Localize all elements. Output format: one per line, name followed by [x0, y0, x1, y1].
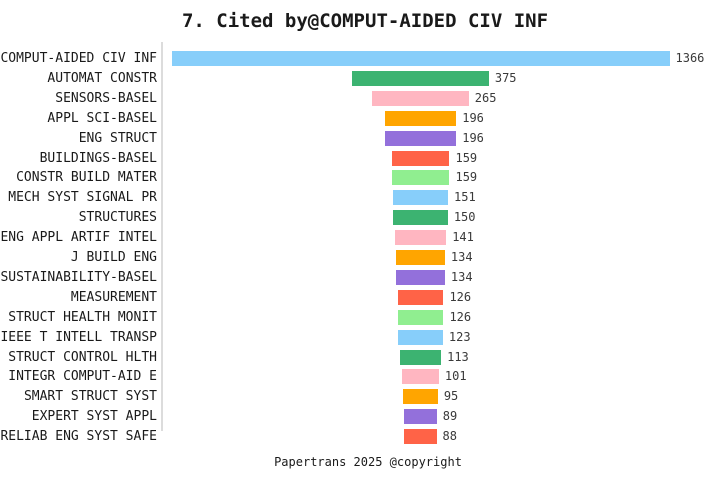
bar: [404, 409, 437, 425]
value-label: 126: [449, 309, 472, 324]
category-label: BUILDINGS-BASEL: [39, 150, 157, 166]
bar: [352, 70, 489, 86]
value-label: 159: [455, 170, 478, 185]
bar: [399, 349, 442, 365]
bar: [397, 309, 444, 325]
category-label: EXPERT SYST APPL: [31, 409, 157, 425]
category-label: STRUCT HEALTH MONIT: [8, 309, 157, 325]
bar: [398, 329, 443, 345]
bar: [397, 289, 444, 305]
bar: [391, 150, 450, 166]
category-label: MECH SYST SIGNAL PR: [8, 190, 157, 206]
category-label: MEASUREMENT: [70, 289, 157, 305]
category-label: STRUCTURES: [78, 210, 157, 226]
category-label: STRUCT CONTROL HLTH: [8, 349, 157, 365]
chart-title: 7. Cited by@COMPUT-AIDED CIV INF: [181, 10, 549, 32]
category-label: J BUILD ENG: [70, 250, 157, 265]
bar: [392, 190, 449, 206]
bar: [384, 130, 457, 146]
value-label: 126: [449, 289, 472, 304]
value-label: 88: [442, 429, 457, 444]
bar: [404, 429, 437, 445]
value-label: 134: [450, 269, 473, 284]
bar: [394, 230, 447, 246]
copyright-footer: Papertrans 2025 @copyright: [274, 455, 462, 469]
value-label: 196: [462, 130, 484, 145]
value-label: 123: [448, 329, 471, 344]
bar: [391, 170, 450, 186]
value-label: 141: [452, 230, 474, 245]
category-label: INTEGR COMPUT-AID E: [8, 369, 157, 385]
category-label: AUTOMAT CONSTR: [47, 70, 157, 86]
category-label: IEEE T INTELL TRANSP: [0, 329, 157, 345]
category-label: SUSTAINABILITY-BASEL: [0, 269, 157, 285]
bar: [402, 369, 439, 385]
value-label: 95: [443, 389, 459, 404]
category-label: SMART STRUCT SYST: [23, 389, 157, 405]
value-label: 265: [474, 90, 497, 105]
category-label: RELIAB ENG SYST SAFE: [0, 429, 157, 445]
bar: [396, 269, 445, 285]
y-axis-line: [161, 42, 163, 431]
category-label: SENSORS-BASEL: [55, 90, 157, 106]
category-label: ENG STRUCT: [78, 130, 157, 146]
bar: [396, 250, 445, 265]
value-label: 101: [444, 369, 467, 384]
bar: [171, 51, 670, 66]
category-label: COMPUT-AIDED CIV INF: [0, 51, 157, 66]
category-label: APPL SCI-BASEL: [47, 110, 157, 126]
value-label: 134: [450, 250, 473, 264]
value-label: 113: [447, 349, 469, 364]
value-label: 196: [462, 110, 484, 125]
value-label: 89: [442, 409, 458, 424]
bar: [384, 110, 457, 126]
bar: [372, 90, 469, 106]
category-label: CONSTR BUILD MATER: [16, 170, 157, 186]
category-label: ENG APPL ARTIF INTEL: [0, 230, 157, 246]
bar: [403, 389, 438, 405]
value-label: 151: [454, 190, 476, 205]
value-label: 375: [494, 70, 517, 85]
value-label: 159: [455, 150, 478, 165]
value-label: 1366: [675, 51, 705, 65]
value-label: 150: [453, 210, 476, 225]
bar: [393, 210, 448, 226]
